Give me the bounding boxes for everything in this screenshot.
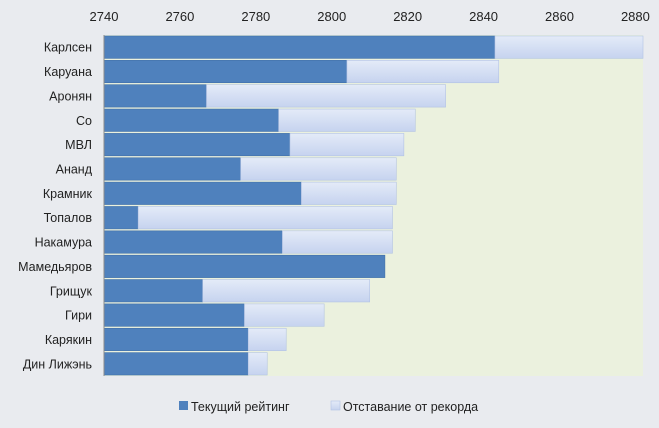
bar-gap-from-record	[137, 206, 393, 230]
bars-group	[103, 35, 644, 376]
legend: Текущий рейтинг Отставание от рекорда	[179, 400, 478, 414]
bar-gap-from-record	[244, 303, 325, 327]
bar-current-rating	[103, 303, 245, 327]
bar-gap-from-record	[247, 352, 268, 376]
bar-current-rating	[103, 279, 203, 303]
category-label: Карлсен	[44, 41, 92, 55]
x-tick-label: 2760	[165, 9, 194, 24]
bar-gap-from-record	[278, 108, 416, 132]
category-label: Ананд	[56, 162, 93, 176]
bar-gap-from-record	[206, 84, 446, 108]
bar-current-rating	[103, 352, 249, 376]
bar-current-rating	[103, 108, 279, 132]
bar-current-rating	[103, 206, 139, 230]
category-label: Каруана	[44, 65, 92, 79]
category-labels: Карлсен Каруана Аронян Со МВЛ Ананд Крамник Топ…	[18, 41, 93, 372]
bar-current-rating	[103, 254, 386, 278]
bar-current-rating	[103, 157, 241, 181]
category-label: МВЛ	[65, 138, 92, 152]
bar-current-rating	[103, 35, 496, 59]
x-tick-label: 2780	[241, 9, 270, 24]
legend-label-gap-from-record: Отставание от рекорда	[343, 400, 478, 414]
x-tick-label: 2880	[621, 9, 650, 24]
category-label: Накамура	[35, 236, 92, 250]
bar-current-rating	[103, 327, 249, 351]
x-axis-ticks: 2740 2760 2780 2800 2820 2840 2860 2880	[90, 9, 650, 24]
category-label: Грищук	[50, 284, 93, 298]
bar-current-rating	[103, 181, 302, 205]
x-tick-label: 2820	[393, 9, 422, 24]
category-label: Карякин	[45, 333, 92, 347]
bar-current-rating	[103, 230, 283, 254]
bar-gap-from-record	[301, 181, 397, 205]
x-tick-label: 2740	[90, 9, 119, 24]
category-label: Гири	[65, 309, 92, 323]
legend-label-current-rating: Текущий рейтинг	[191, 400, 290, 414]
bar-gap-from-record	[202, 279, 371, 303]
category-label: Дин Лижэнь	[23, 357, 92, 371]
bar-current-rating	[103, 84, 207, 108]
category-label: Крамник	[43, 187, 93, 201]
legend-swatch-current-rating	[179, 401, 188, 410]
bar-gap-from-record	[247, 327, 287, 351]
category-label: Со	[76, 114, 92, 128]
legend-swatch-gap-from-record	[330, 400, 341, 411]
bar-current-rating	[103, 133, 291, 157]
bar-gap-from-record	[240, 157, 397, 181]
x-tick-label: 2860	[545, 9, 574, 24]
x-tick-label: 2800	[317, 9, 346, 24]
bar-current-rating	[103, 60, 348, 84]
bar-gap-from-record	[346, 60, 500, 84]
x-tick-label: 2840	[469, 9, 498, 24]
bar-gap-from-record	[282, 230, 393, 254]
category-label: Аронян	[49, 89, 92, 103]
bar-gap-from-record	[494, 35, 644, 59]
bar-gap-from-record	[289, 133, 405, 157]
category-label: Топалов	[44, 211, 93, 225]
category-label: Мамедьяров	[18, 260, 92, 274]
